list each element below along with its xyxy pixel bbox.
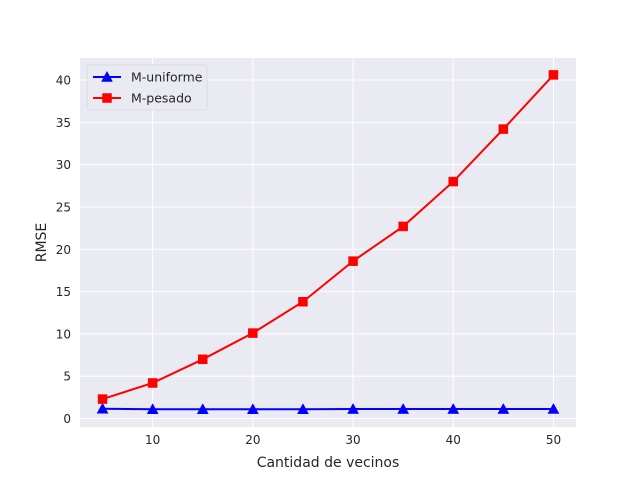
legend-label: M-uniforme <box>131 70 203 85</box>
data-point <box>548 70 559 80</box>
series-2 <box>97 70 559 404</box>
x-axis-label: Cantidad de vecinos <box>257 455 400 471</box>
x-tick-label: 50 <box>546 433 561 447</box>
data-point <box>248 328 258 338</box>
y-tick-label: 35 <box>56 116 71 130</box>
y-tick-label: 15 <box>56 285 71 299</box>
data-point <box>96 402 109 414</box>
y-tick-label: 30 <box>56 158 71 172</box>
legend-item: M-pesado <box>93 91 192 106</box>
series-line <box>102 74 555 401</box>
x-tick-label: 40 <box>446 433 461 447</box>
series-layer <box>96 70 560 414</box>
data-point <box>498 124 509 134</box>
x-tick-label: 20 <box>245 433 260 447</box>
y-axis-label: RMSE <box>34 223 50 263</box>
legend-item: M-uniforme <box>93 70 203 85</box>
data-point <box>447 403 460 414</box>
data-point <box>398 221 408 232</box>
legend-marker <box>102 93 112 103</box>
y-tick-labels: 0 5 10 15 20 25 30 35 40 <box>56 74 71 427</box>
y-tick-label: 5 <box>63 370 71 384</box>
data-point <box>297 403 309 414</box>
data-point <box>197 354 208 365</box>
data-point <box>348 256 358 266</box>
data-point <box>246 403 259 414</box>
data-point <box>497 403 510 414</box>
data-point <box>97 394 108 404</box>
x-tick-labels: 10 20 30 40 50 <box>145 433 561 447</box>
data-point <box>146 403 159 414</box>
legend-marker <box>101 70 113 82</box>
x-tick-label: 30 <box>345 433 360 447</box>
data-point <box>547 402 560 414</box>
y-tick-label: 25 <box>56 200 71 214</box>
x-tick-label: 10 <box>145 433 160 447</box>
y-tick-label: 10 <box>56 327 71 341</box>
y-tick-label: 0 <box>63 412 71 426</box>
y-tick-label: 40 <box>56 74 71 88</box>
data-point <box>448 176 459 187</box>
series-1 <box>96 402 560 414</box>
data-point <box>298 296 308 307</box>
legend: M-uniforme M-pesado <box>86 64 208 111</box>
legend-label: M-pesado <box>131 91 192 106</box>
grid-lines <box>80 58 576 427</box>
data-point <box>196 403 209 414</box>
plot-background <box>80 58 576 427</box>
y-tick-label: 20 <box>56 243 71 257</box>
data-point <box>347 403 359 414</box>
data-point <box>147 378 158 388</box>
data-point <box>397 403 410 414</box>
